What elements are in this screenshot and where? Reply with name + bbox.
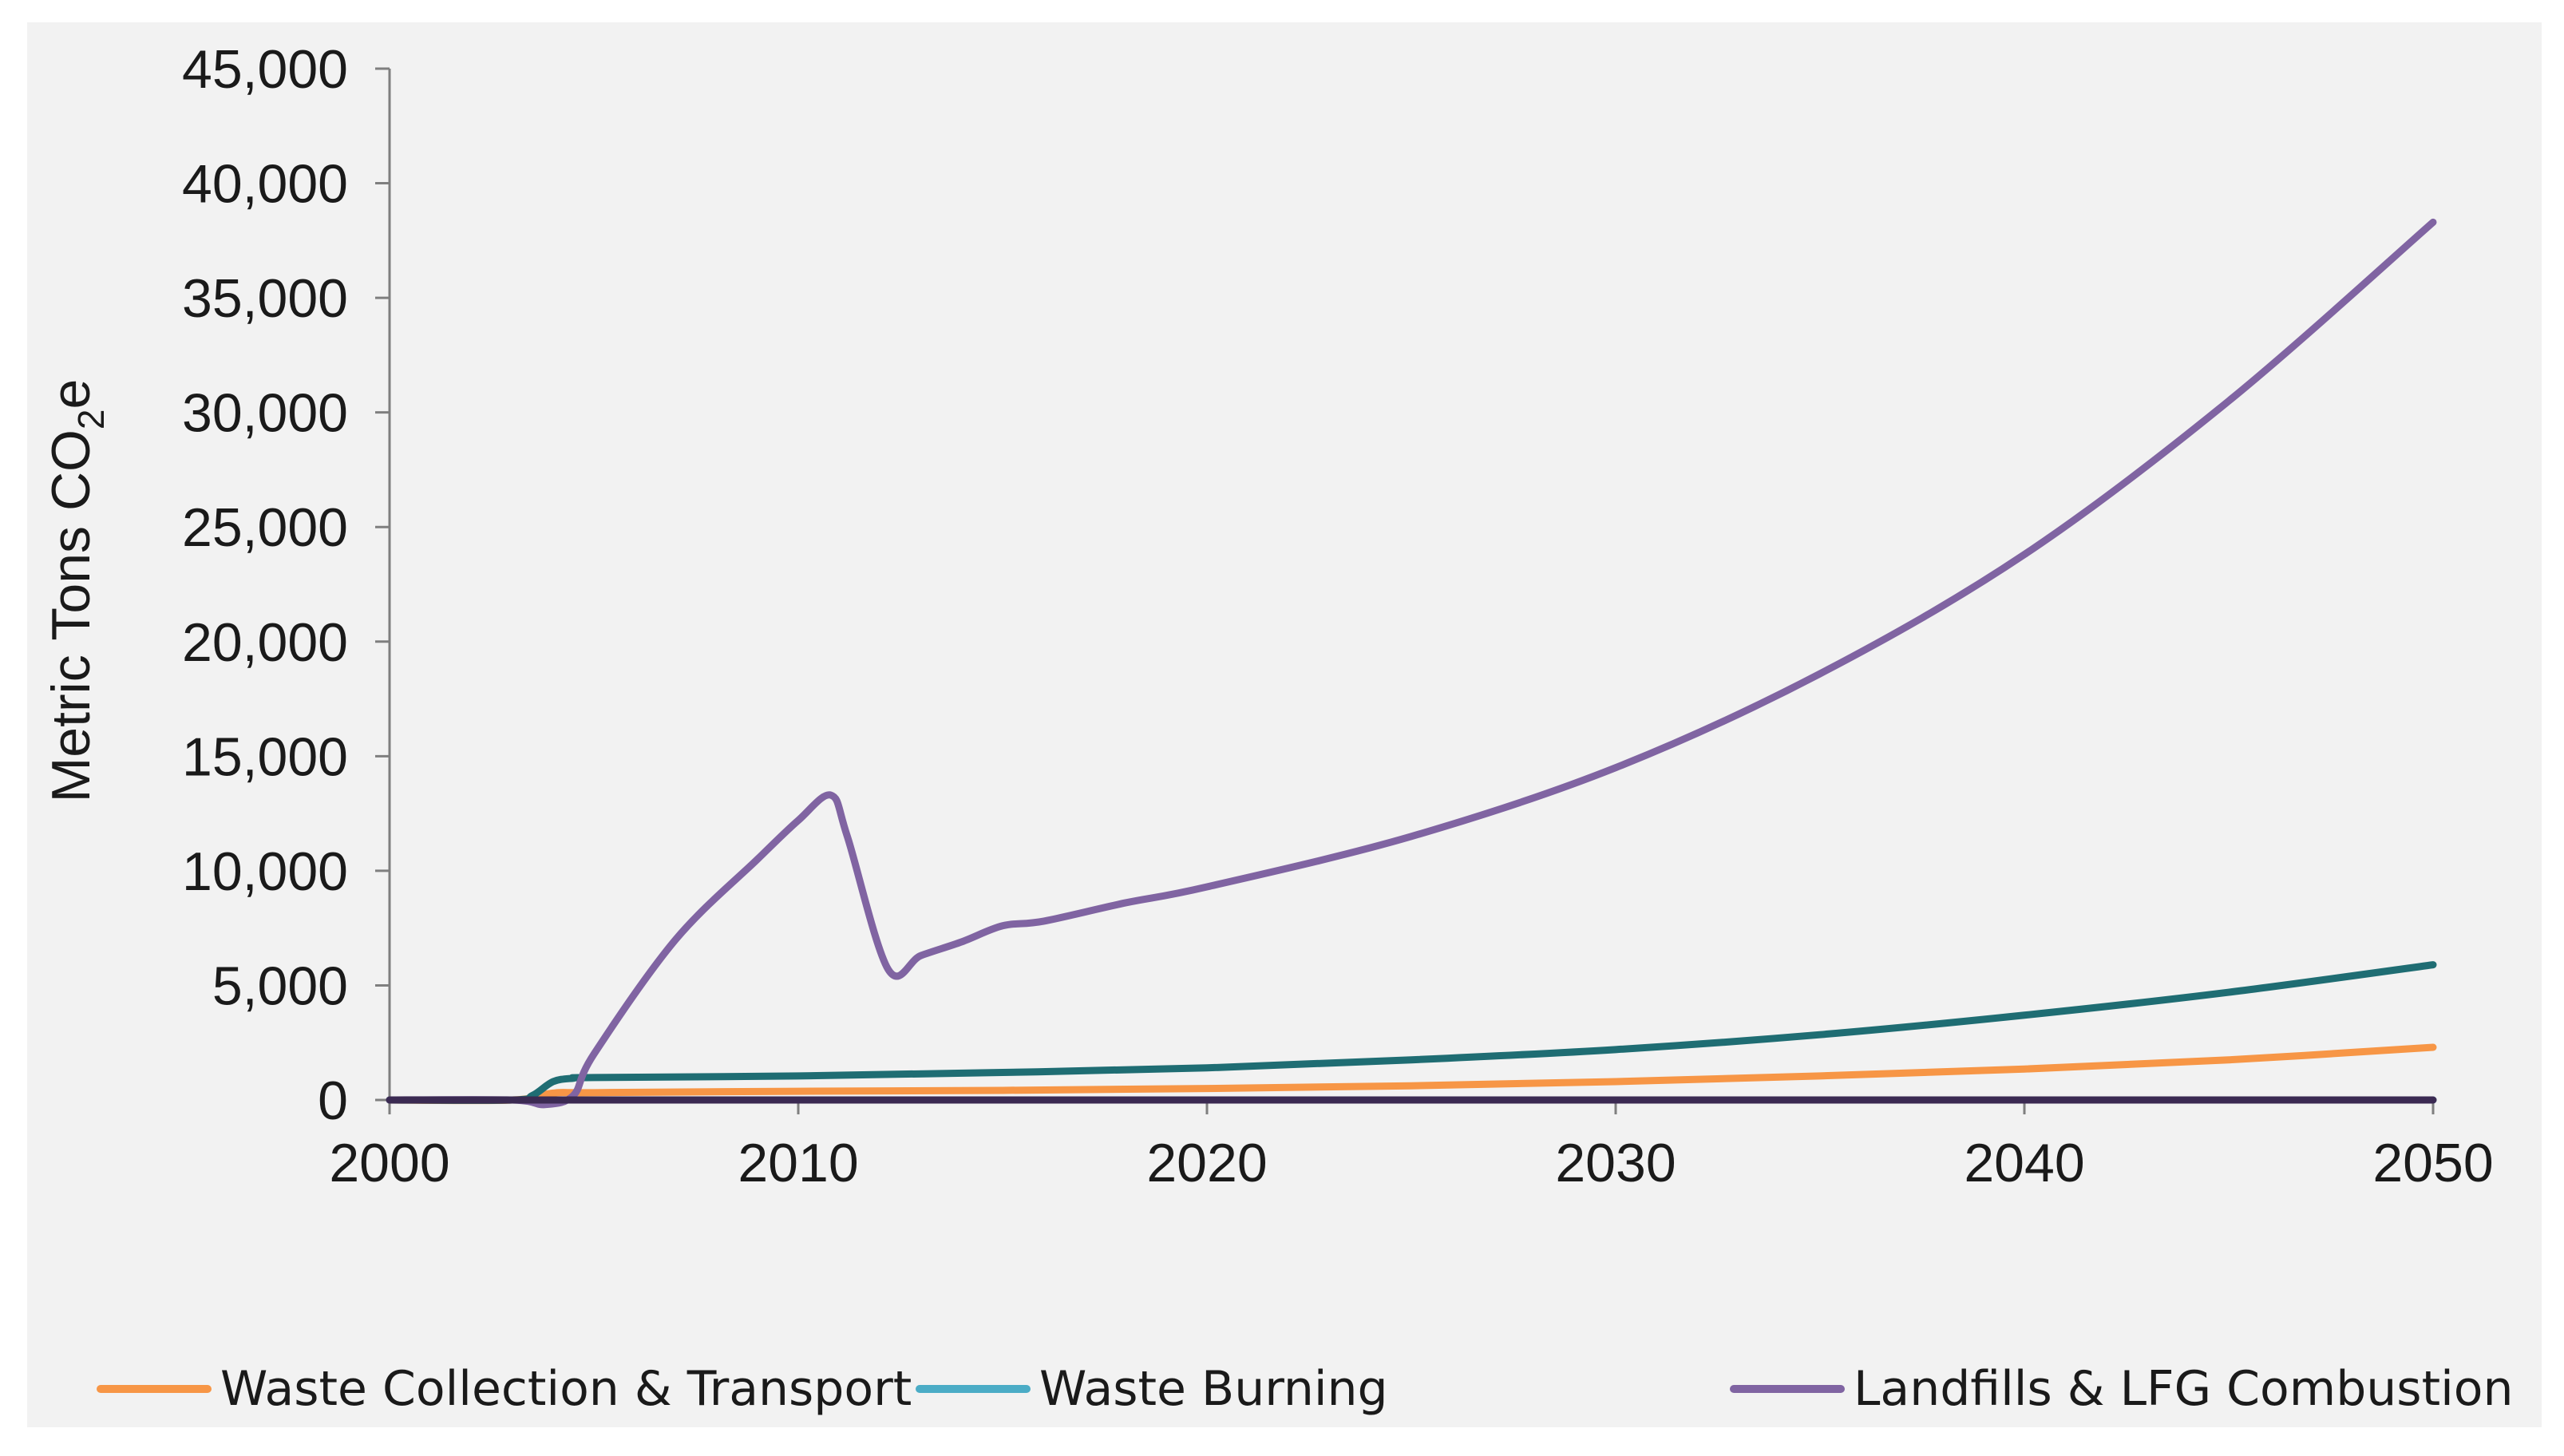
- legend: Waste Collection & Transport Waste Burnin…: [97, 1361, 2514, 1417]
- y-axis-label: Metric Tons CO2e: [41, 379, 112, 803]
- series-line-waste-collection-transport: [386, 1043, 2437, 1105]
- legend-label: Waste Collection & Transport: [220, 1361, 912, 1417]
- x-tick-label: 2030: [1555, 1133, 1676, 1193]
- legend-label: Landfills & LFG Combustion: [1854, 1361, 2514, 1417]
- series-line-landfills-lfg-combustion: [386, 218, 2437, 1109]
- y-tick-label: 45,000: [182, 39, 348, 100]
- x-axis: 2000 2010 2020 2030 2040 2050: [329, 1098, 2494, 1193]
- series-line-unlabeled-2: [386, 961, 2437, 1104]
- x-tick-label: 2040: [1964, 1133, 2084, 1193]
- y-tick-label: 20,000: [182, 612, 348, 673]
- y-tick-label: 0: [318, 1070, 348, 1131]
- legend-label: Waste Burning: [1039, 1361, 1388, 1417]
- chart-panel: [27, 22, 2542, 1427]
- y-tick-label: 10,000: [182, 841, 348, 902]
- y-tick-label: 25,000: [182, 497, 348, 558]
- x-tick-label: 2000: [329, 1133, 449, 1193]
- y-tick-label: 15,000: [182, 726, 348, 787]
- series-lines: [386, 218, 2437, 1109]
- y-tick-label: 30,000: [182, 383, 348, 444]
- y-tick-label: 5,000: [212, 956, 348, 1016]
- y-tick-label: 35,000: [182, 268, 348, 329]
- x-tick-label: 2010: [738, 1133, 858, 1193]
- x-tick-label: 2020: [1146, 1133, 1267, 1193]
- x-tick-label: 2050: [2372, 1133, 2493, 1193]
- y-axis: 0 5,000 10,000 15,000 20,000 25,000 30,000 35,0…: [182, 39, 391, 1131]
- y-tick-label: 40,000: [182, 154, 348, 215]
